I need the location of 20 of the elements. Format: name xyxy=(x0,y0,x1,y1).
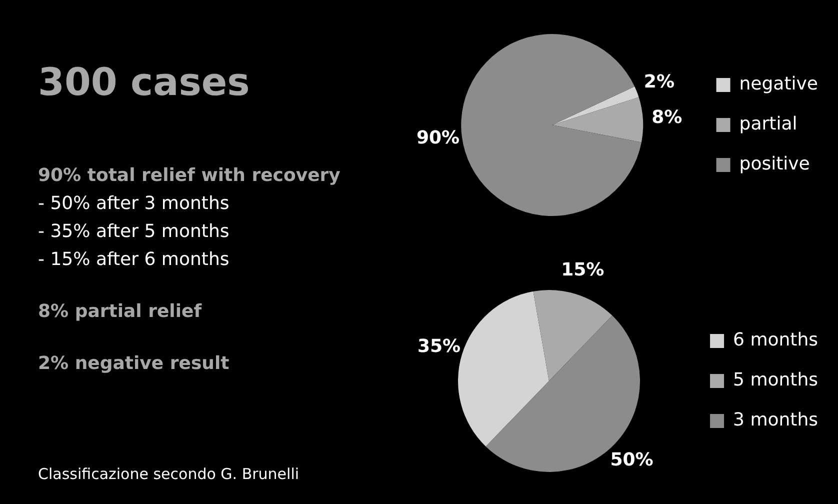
legend-label: 5 months xyxy=(733,370,818,391)
text: 90% total relief with recovery xyxy=(38,164,342,188)
legend-label: 6 months xyxy=(733,330,818,351)
legend-label: 3 months xyxy=(733,410,818,431)
text: - 35% after 5 months xyxy=(38,220,230,244)
data-label: 8% xyxy=(652,106,682,128)
text: 8% partial relief xyxy=(38,300,203,324)
legend-label: positive xyxy=(739,154,810,175)
data-label: 50% xyxy=(610,450,654,471)
text: 2% negative result xyxy=(38,352,230,376)
data-label: 15% xyxy=(561,260,604,281)
text: - 15% after 6 months xyxy=(38,248,230,272)
text: Classificazione secondo G. Brunelli xyxy=(38,464,300,485)
text: 300 cases xyxy=(38,60,251,104)
legend-label: negative xyxy=(739,74,818,95)
text: - 50% after 3 months xyxy=(38,192,230,216)
data-label: 2% xyxy=(644,72,674,93)
legend-label: partial xyxy=(739,114,798,135)
data-label: 35% xyxy=(417,336,461,358)
data-label: 90% xyxy=(416,128,460,149)
